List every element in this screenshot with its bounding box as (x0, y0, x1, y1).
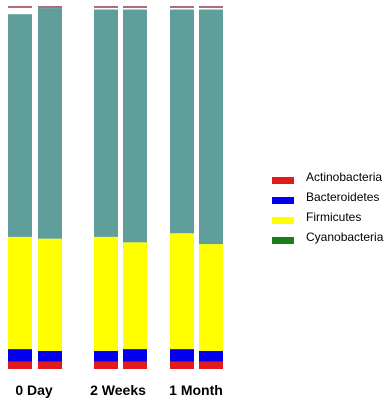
bar-2-actinobacteria-segment (38, 361, 62, 369)
legend-item-cyanobacteria: Cyanobacteria (272, 228, 392, 248)
bar-4-other-segment (123, 9, 147, 243)
bar-6-firmicutes-segment (199, 244, 223, 351)
legend-label-cyanobacteria: Cyanobacteria (306, 230, 384, 244)
bar-1-cap (8, 6, 32, 8)
bar-3-bacteroidetes-segment (94, 350, 118, 362)
legend-item-bacteroidetes: Bacteroidetes (272, 188, 392, 208)
bar-5-bacteroidetes-segment (170, 349, 194, 362)
bar-4-bacteroidetes-segment (123, 349, 147, 362)
bar-1-actinobacteria-segment (8, 361, 32, 369)
bar-6-actinobacteria-segment (199, 361, 223, 369)
group-label-0-day: 0 Day (15, 382, 53, 398)
bar-3-other-segment (94, 9, 118, 237)
bar-2-other-segment (38, 8, 62, 239)
legend-swatch-cyanobacteria (272, 237, 294, 244)
bar-1-bacteroidetes-segment (8, 349, 32, 362)
bar-4-firmicutes-segment (123, 242, 147, 350)
bar-2-firmicutes-segment (38, 238, 62, 351)
bar-3-cap (94, 6, 118, 8)
group-label-1-month: 1 Month (169, 382, 223, 398)
bar-2-cap (38, 6, 62, 8)
legend-swatch-actinobacteria (272, 177, 294, 184)
bar-6-other-segment (199, 9, 223, 245)
legend-label-actinobacteria: Actinobacteria (306, 170, 383, 184)
legend-swatch-bacteroidetes (272, 197, 294, 204)
bar-6-cap (199, 6, 223, 8)
bar-5-other-segment (170, 9, 194, 234)
bar-2-bacteroidetes-segment (38, 350, 62, 362)
bar-4-cap (123, 6, 147, 8)
group-label-2-weeks: 2 Weeks (90, 382, 146, 398)
bar-5-cap (170, 6, 194, 8)
bar-5-firmicutes-segment (170, 233, 194, 350)
bar-5-actinobacteria-segment (170, 361, 194, 369)
bar-4-actinobacteria-segment (123, 361, 147, 369)
legend-item-actinobacteria: Actinobacteria (272, 168, 392, 188)
legend: Actinobacteria Bacteroidetes Firmicutes … (272, 168, 392, 248)
bar-6-bacteroidetes-segment (199, 350, 223, 362)
bar-3-firmicutes-segment (94, 236, 118, 351)
legend-label-bacteroidetes: Bacteroidetes (306, 190, 380, 204)
legend-swatch-firmicutes (272, 217, 294, 224)
legend-label-firmicutes: Firmicutes (306, 210, 362, 224)
legend-item-firmicutes: Firmicutes (272, 208, 392, 228)
bar-3-actinobacteria-segment (94, 361, 118, 369)
bar-1-other-segment (8, 14, 32, 237)
bar-1-firmicutes-segment (8, 236, 32, 350)
